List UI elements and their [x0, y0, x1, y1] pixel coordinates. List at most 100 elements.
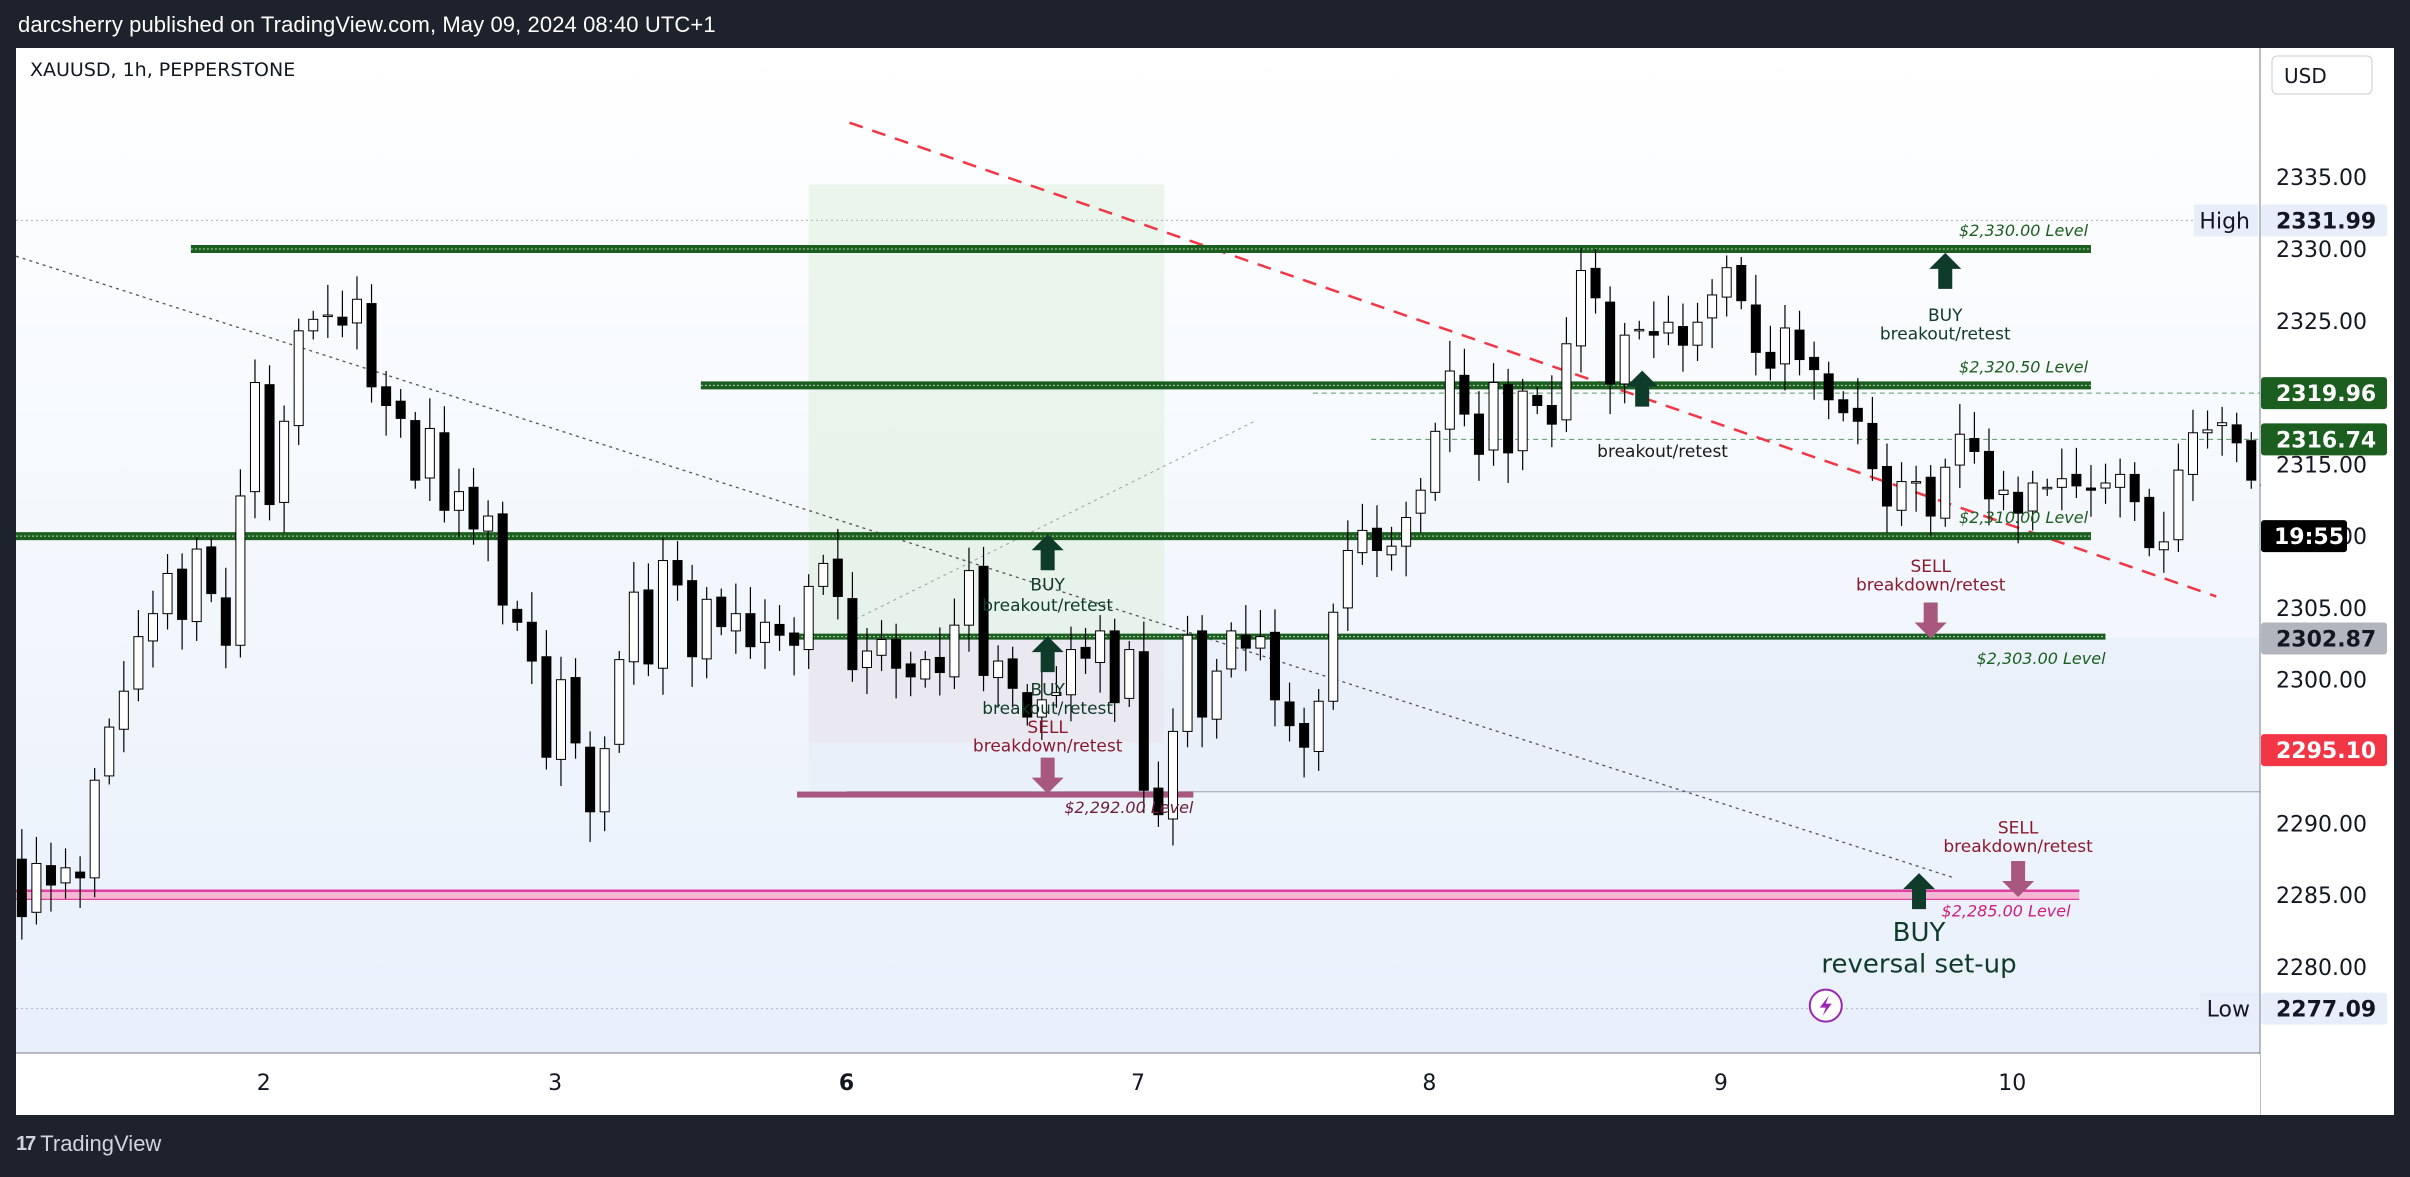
candle [1779, 304, 1790, 391]
candle [249, 359, 260, 519]
candle [16, 829, 27, 940]
candle-body [1357, 529, 1368, 554]
candle-body [1386, 545, 1397, 556]
candle [366, 284, 377, 403]
high-price-badge-bg [2261, 204, 2387, 237]
candle-body [1313, 700, 1324, 752]
candle [687, 564, 698, 687]
candle [861, 628, 872, 695]
countdown-badge: 19:55 [2274, 525, 2344, 550]
candle-body [89, 779, 100, 879]
candle [381, 371, 392, 436]
candle-body [235, 495, 246, 646]
candle-body [789, 632, 800, 646]
buy-arrow-2330 [1929, 252, 1962, 289]
candle [2085, 465, 2096, 517]
candle-body [366, 303, 377, 388]
buy-arrow-inline [1626, 370, 1659, 407]
candle [1444, 340, 1455, 453]
candle [1692, 302, 1703, 361]
candle-body [1430, 430, 1441, 493]
candle-body [206, 546, 217, 595]
price-chart[interactable]: $2,330.00 Level $2,320.50 Level $2,310.00 … [16, 48, 2394, 1115]
price-badge-2295: 2295.10 [2276, 739, 2376, 764]
candle [2115, 458, 2126, 518]
candle [1226, 622, 1237, 678]
candle-body [1998, 489, 2009, 496]
candle [60, 848, 71, 899]
candle [585, 731, 596, 842]
candle-body [1809, 356, 1820, 371]
projection-line [849, 420, 1255, 623]
candle [920, 651, 931, 688]
candle-body [31, 862, 42, 913]
candle-body [439, 432, 450, 511]
lightning-bolt [1819, 995, 1832, 1016]
candle [1605, 286, 1616, 415]
candle-body [1342, 550, 1353, 609]
chart-panel[interactable]: $2,330.00 Level $2,320.50 Level $2,310.00 … [16, 48, 2394, 1115]
candle [526, 592, 537, 685]
y-tick-label: 2330.00 [2276, 238, 2367, 263]
sell-arrow-2285 [2002, 860, 2035, 897]
candle [1765, 325, 1776, 381]
candle [2158, 511, 2169, 573]
candle-body [614, 659, 625, 745]
profit-zone [808, 184, 1165, 639]
candle-body [483, 515, 494, 532]
candle [75, 856, 86, 908]
candle [701, 587, 712, 679]
candle-body [2042, 486, 2053, 490]
candle [570, 658, 581, 759]
candle [934, 627, 945, 696]
candle [453, 468, 464, 537]
candle-body [147, 613, 158, 642]
candle-body [1517, 390, 1528, 452]
buy-arrow-2310 [1031, 534, 1064, 571]
candle-body [16, 858, 27, 918]
currency-label: USD [2284, 64, 2327, 88]
candle [730, 583, 741, 654]
x-tick-label: 3 [548, 1071, 562, 1096]
price-badge-2302-bg [2261, 622, 2387, 655]
candle [1881, 443, 1892, 533]
y-tick-label: 2335.00 [2276, 166, 2367, 191]
currency-button[interactable] [2271, 55, 2373, 95]
buy-label-2303: BUY [1030, 681, 1065, 701]
candle [1532, 386, 1543, 415]
candle-body [220, 597, 231, 646]
candle [2129, 462, 2140, 522]
candle-body [1503, 384, 1514, 454]
candle [774, 605, 785, 651]
candle-body [657, 560, 668, 669]
candle [716, 588, 727, 636]
price-badge-2316: 2316.74 [2276, 428, 2376, 453]
candle-body [2158, 541, 2169, 551]
level-2292-line [797, 791, 1194, 798]
candle-body [1284, 701, 1295, 727]
candle-body [1488, 382, 1499, 451]
high-price-badge: 2331.99 [2276, 209, 2376, 234]
candle [1794, 310, 1805, 376]
candle-body [1036, 699, 1047, 718]
candle-body [1167, 730, 1178, 820]
candle-body [1896, 481, 1907, 511]
buy-label-2310: BUY [1030, 576, 1065, 596]
candle [1940, 458, 1951, 527]
candle [1983, 428, 1994, 526]
candle [1561, 317, 1572, 433]
candle [1488, 363, 1499, 466]
candle-body [75, 871, 86, 879]
x-tick-label: 10 [1998, 1071, 2026, 1096]
candle-body [672, 560, 683, 586]
y-tick-label: 2280.00 [2276, 956, 2367, 981]
breakdown-label-2285: breakdown/retest [1943, 837, 2093, 857]
candle [1911, 465, 1922, 512]
breakout-label-2330: breakout/retest [1880, 324, 2011, 344]
sell-arrow-2292 [1031, 757, 1064, 794]
level-2330-line [190, 245, 2091, 253]
candle [1022, 684, 1033, 726]
candle-body [410, 420, 421, 481]
candle [2027, 470, 2038, 531]
candle [177, 553, 188, 650]
